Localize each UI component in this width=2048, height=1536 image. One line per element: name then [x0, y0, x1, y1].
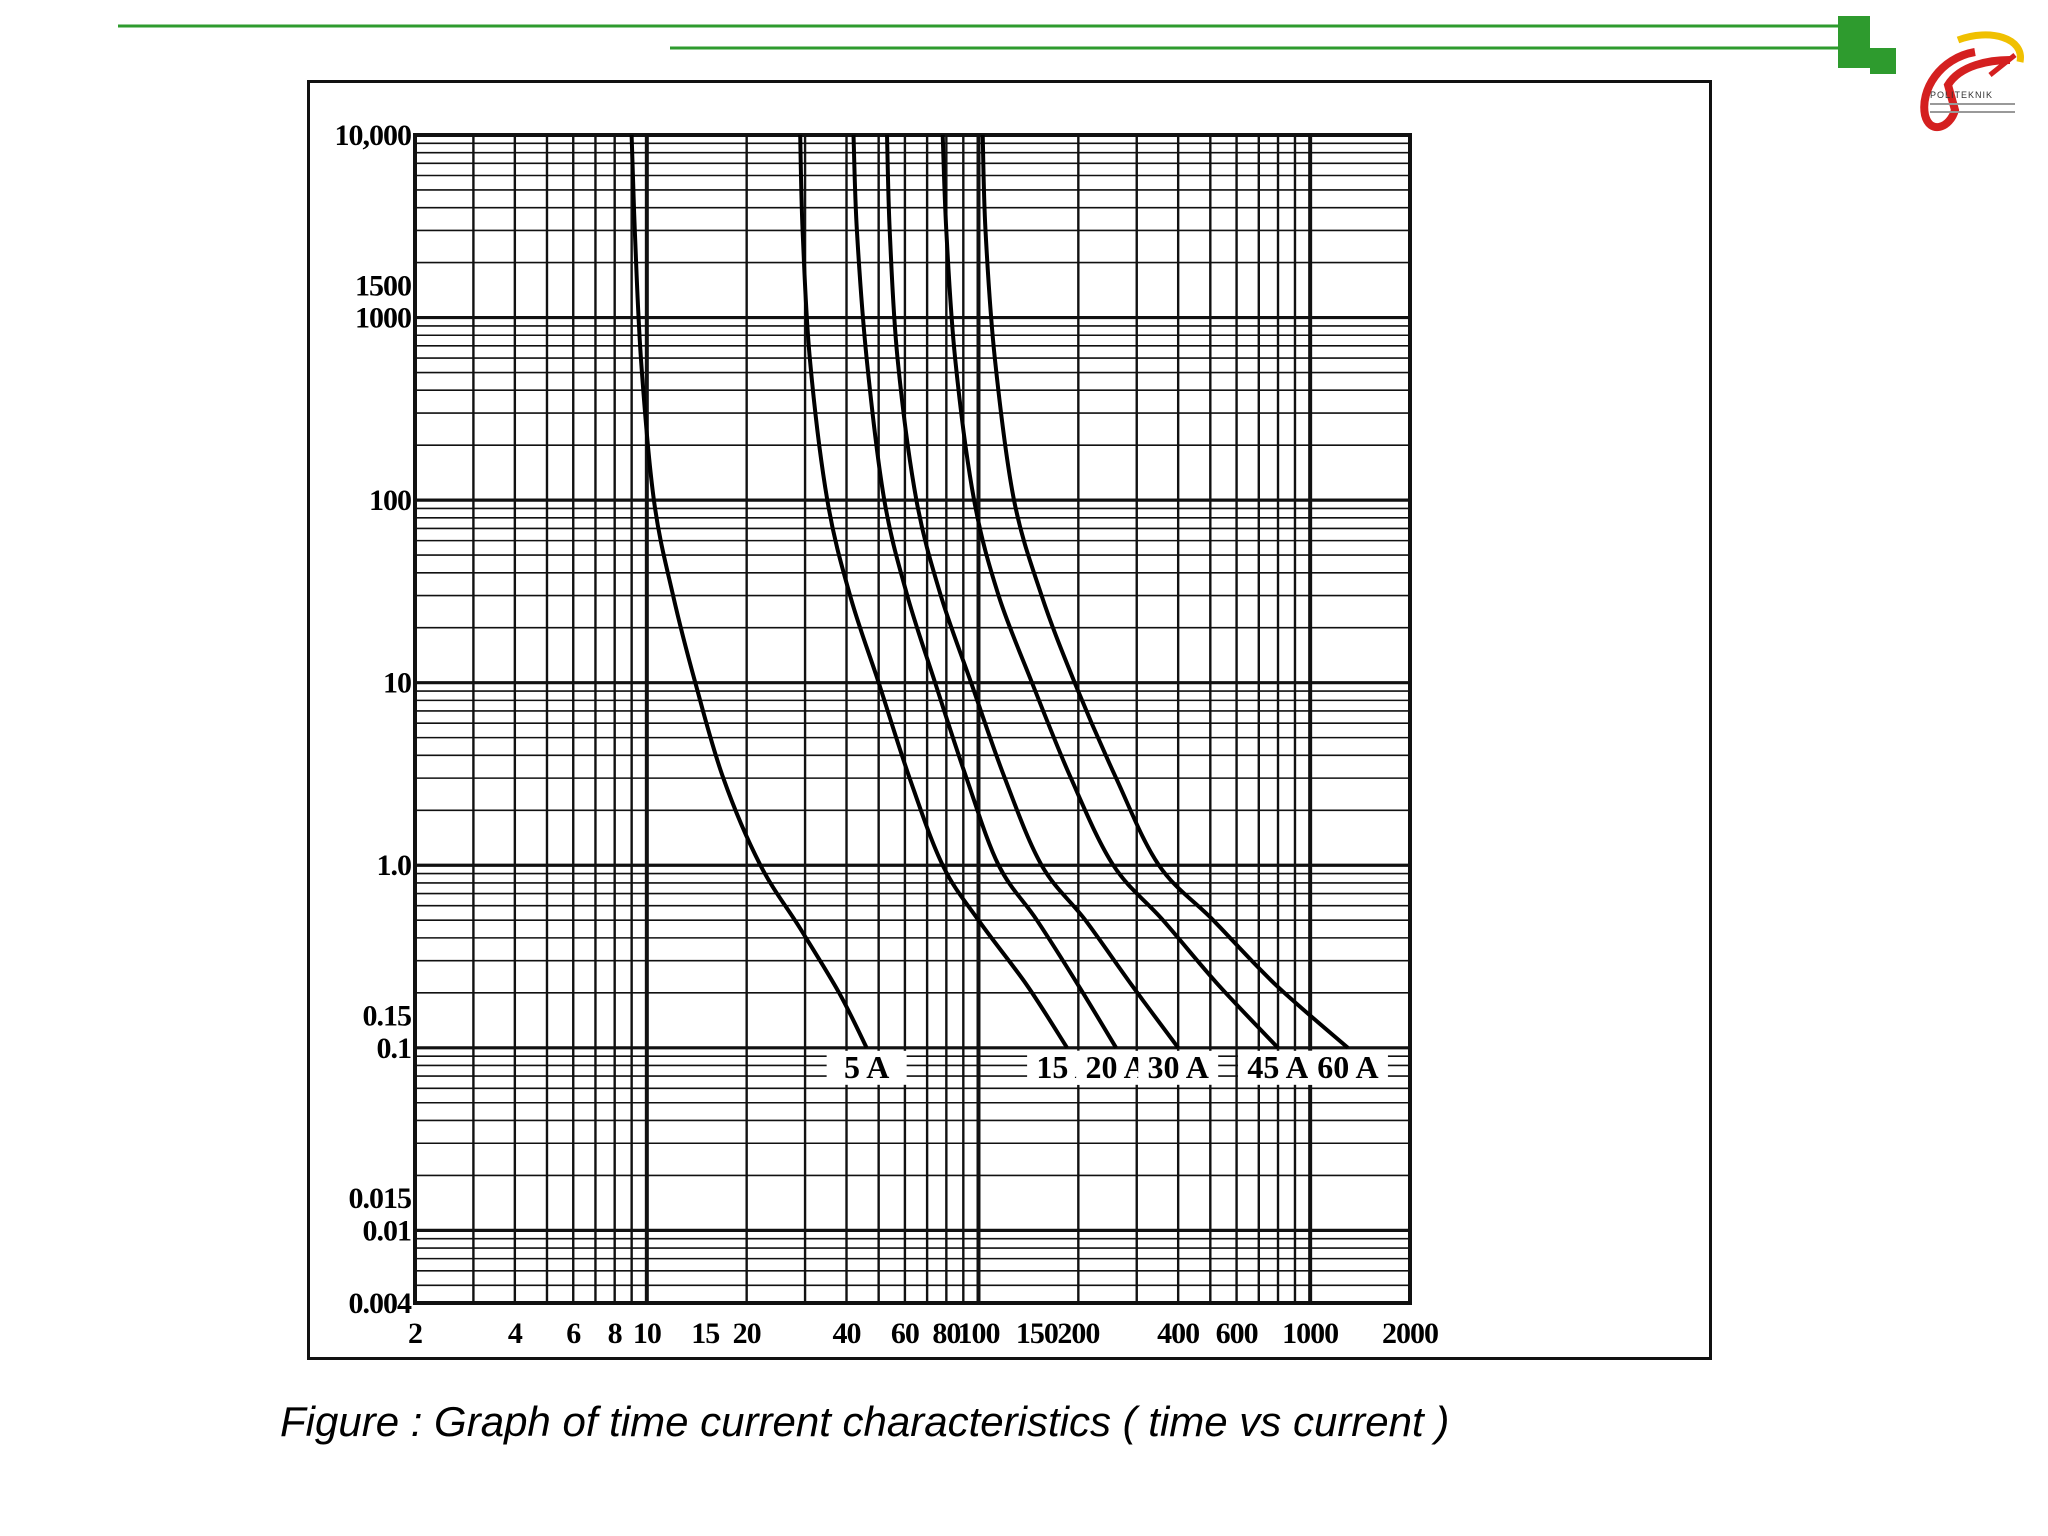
y-tick-label: 1.0	[377, 849, 412, 882]
politeknik-logo: POLITEKNIK	[1920, 31, 2024, 131]
x-tick-label: 15	[691, 1317, 719, 1350]
y-tick-label: 0.1	[377, 1032, 412, 1065]
curve-60a	[980, 134, 1350, 1050]
x-tick-label: 2	[408, 1317, 422, 1350]
series-label-45a: 45 A	[1247, 1049, 1308, 1085]
x-tick-label: 8	[608, 1317, 622, 1350]
x-tick-label: 600	[1216, 1317, 1258, 1350]
x-tick-label: 1000	[1282, 1317, 1338, 1350]
y-tick-label: 1000	[355, 302, 411, 335]
y-tick-label: 0.15	[363, 1000, 412, 1033]
y-tick-label: 0.01	[363, 1214, 412, 1247]
x-tick-label: 10	[633, 1317, 661, 1350]
y-tick-label: 10	[383, 667, 411, 700]
x-tick-label: 60	[891, 1317, 919, 1350]
x-tick-label: 80	[932, 1317, 960, 1350]
logo-name: POLITEKNIK	[1930, 90, 1993, 100]
chart-curves	[629, 134, 1350, 1050]
time-current-chart: 10,00015001000100101.00.150.10.0150.010.…	[335, 119, 1440, 1350]
x-tick-label: 6	[566, 1317, 581, 1350]
series-label-60a: 60 A	[1317, 1049, 1378, 1085]
y-tick-label: 100	[369, 484, 411, 517]
x-tick-label: 4	[508, 1317, 523, 1350]
x-tick-label: 100	[957, 1317, 999, 1350]
curve-20a	[851, 134, 1118, 1049]
curve-5a	[629, 134, 869, 1049]
plot-area-border	[413, 133, 1412, 1305]
curve-45a	[940, 134, 1280, 1050]
x-tick-label: 150	[1016, 1317, 1058, 1350]
figure-caption: Figure : Graph of time current character…	[280, 1398, 1450, 1445]
chart-frame: 10,000 1500 1000 100 10 1.0 0.15 0.1 0.015 0.01 0.…	[307, 80, 1712, 1360]
chart-grid	[413, 133, 1412, 1304]
y-tick-label: 0.015	[349, 1182, 412, 1215]
series-label-5a: 5 A	[844, 1049, 889, 1085]
y-tick-label: 0.004	[349, 1287, 413, 1320]
x-tick-label: 2000	[1382, 1317, 1438, 1350]
series-label-30a: 30 A	[1148, 1049, 1209, 1085]
series-label-20a: 20 A	[1085, 1049, 1146, 1085]
x-tick-label: 20	[733, 1317, 761, 1350]
series-labels: 5 A 15 A20 A 30 A 45 A 60 A	[826, 1049, 1388, 1085]
curve-15a	[798, 134, 1069, 1049]
y-tick-label: 10,000	[335, 119, 412, 152]
x-tick-label: 40	[833, 1317, 861, 1350]
x-tick-label: 200	[1057, 1317, 1099, 1350]
green-squares-decoration	[1838, 16, 1896, 74]
y-tick-label: 1500	[355, 269, 411, 302]
curve-30a	[885, 134, 1180, 1049]
x-tick-label: 400	[1157, 1317, 1199, 1350]
